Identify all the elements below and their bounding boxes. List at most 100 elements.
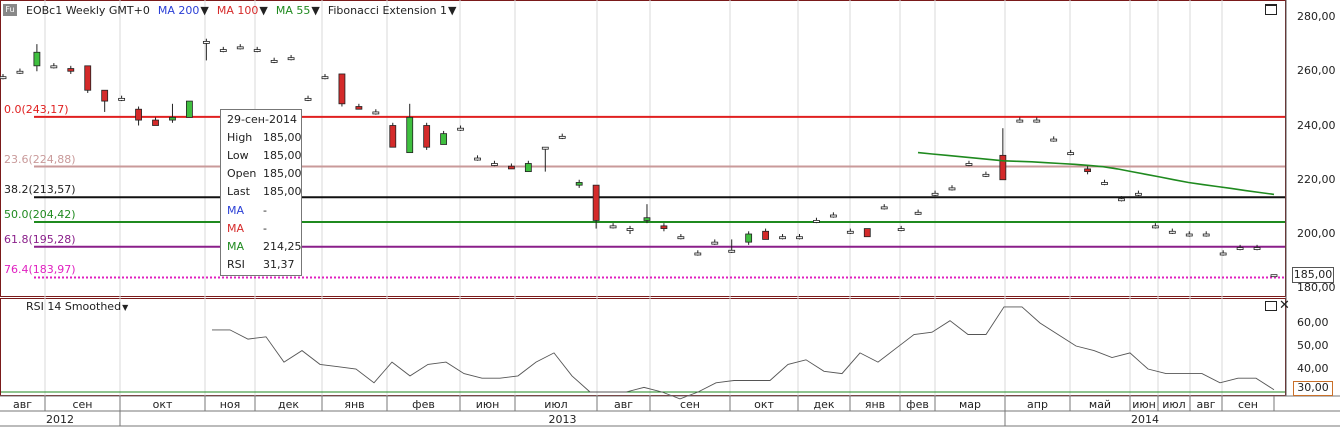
candle[interactable] [575,182,583,186]
candle[interactable] [711,241,719,245]
candle[interactable] [372,111,380,115]
candle[interactable] [491,163,498,166]
candle[interactable] [609,225,617,229]
tooltip-value: 185,00 [263,130,302,144]
fib-level-label: 38.2(213,57) [4,183,76,197]
candle[interactable] [897,228,905,231]
candle[interactable] [152,119,159,126]
candle[interactable] [457,127,464,131]
candle[interactable] [474,157,481,161]
symbol-label[interactable]: EOBc1 Weekly GMT+0 [26,4,150,17]
maximize-price-pane-icon[interactable] [1265,4,1277,15]
candle[interactable] [355,106,363,110]
candle[interactable] [1135,192,1142,196]
candle[interactable] [914,211,922,215]
candle[interactable] [626,228,634,231]
candle[interactable] [507,165,515,170]
candle[interactable] [338,73,346,105]
candle[interactable] [677,236,685,240]
candle[interactable] [169,116,176,121]
candle[interactable] [728,249,736,253]
candle[interactable] [592,184,600,221]
rsi-polyline[interactable] [212,306,1275,400]
candle[interactable] [1270,274,1278,278]
candle[interactable] [779,236,786,240]
ma55-menu[interactable]: MA 55▼ [276,4,320,17]
month-label: авг [12,398,32,411]
candle[interactable] [948,187,956,191]
candle[interactable] [440,133,448,145]
symbol-badge[interactable]: Fu [3,4,17,16]
candle[interactable] [50,65,58,69]
candle[interactable] [880,206,888,210]
candle[interactable] [270,60,278,63]
candle[interactable] [1151,225,1159,229]
candle[interactable] [541,146,549,150]
candle[interactable] [406,116,414,154]
candle[interactable] [1101,182,1108,185]
tooltip-value: - [263,221,267,235]
candle[interactable] [389,125,397,148]
candle[interactable] [931,192,939,196]
candle[interactable] [999,154,1007,181]
chart-header: EOBc1 Weekly GMT+0 MA 200▼ MA 100▼ MA 55… [26,2,456,18]
candle[interactable] [796,236,803,240]
ma55-label: MA 55 [275,3,311,17]
candle[interactable] [135,108,142,121]
candle[interactable] [1118,198,1125,202]
candle[interactable] [186,100,193,118]
candle[interactable] [1050,138,1058,142]
ma100-menu[interactable]: MA 100▼ [217,4,268,17]
ma55-polyline[interactable] [917,151,1275,196]
candle[interactable] [863,228,871,238]
candle[interactable] [287,57,295,61]
close-rsi-pane-icon[interactable]: ✕ [1279,298,1290,313]
rsi-menu[interactable]: RSI 14 Smoothed▼ [26,300,128,313]
candle[interactable] [304,97,312,101]
candle[interactable] [1033,119,1041,123]
candle[interactable] [813,220,820,223]
candle[interactable] [84,65,92,91]
candle[interactable] [67,68,75,72]
candle[interactable] [745,233,753,243]
candle[interactable] [1236,247,1244,250]
candle[interactable] [982,173,990,177]
candle[interactable] [202,41,210,44]
candle[interactable] [558,135,566,139]
maximize-rsi-pane-icon[interactable] [1265,301,1277,311]
candle[interactable] [423,125,431,148]
month-label: авг [613,398,633,411]
tooltip-row: Open 185,00 [221,165,302,183]
candle[interactable] [219,49,227,52]
year-label: 2012 [46,413,74,426]
candle[interactable] [1168,230,1176,234]
year-label: 2013 [548,413,577,426]
candle[interactable] [1185,233,1193,237]
candle[interactable] [16,70,24,74]
candle[interactable] [236,46,244,50]
candle[interactable] [1067,152,1075,156]
candle[interactable] [643,217,651,221]
candle[interactable] [965,163,973,166]
tooltip-value: 214,25 [263,239,302,253]
candle[interactable] [101,89,109,102]
candle[interactable] [1253,247,1261,250]
candle[interactable] [118,97,126,101]
ma200-menu[interactable]: MA 200▼ [158,4,209,17]
candle[interactable] [829,214,837,218]
candle[interactable] [33,51,41,67]
candle[interactable] [1016,119,1024,123]
candle[interactable] [762,230,769,240]
candle[interactable] [524,163,532,173]
candle[interactable] [0,76,7,80]
candle[interactable] [660,225,668,229]
candle[interactable] [846,230,854,234]
fib-menu[interactable]: Fibonacci Extension 1▼ [328,4,457,17]
candle[interactable] [1084,168,1091,173]
candle[interactable] [1202,233,1210,237]
candle[interactable] [1219,252,1227,256]
candle[interactable] [321,76,329,80]
candle[interactable] [694,252,702,256]
candle[interactable] [253,49,261,52]
